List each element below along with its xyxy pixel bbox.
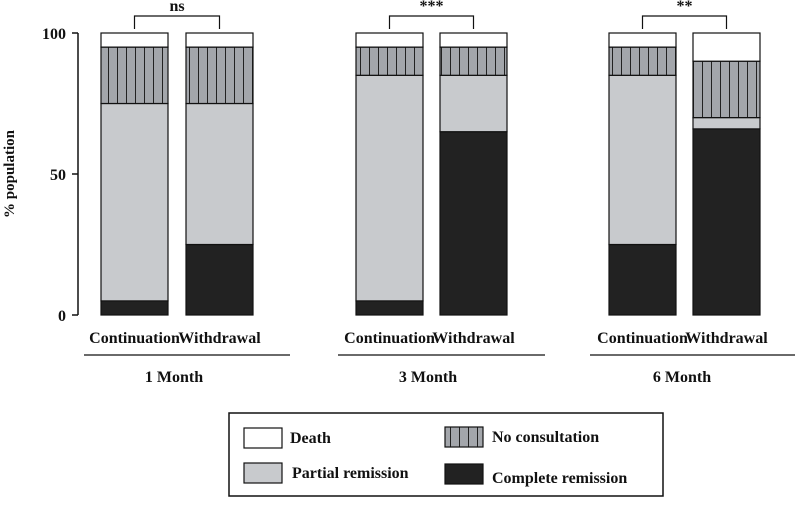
legend-label-no-consultation: No consultation xyxy=(492,429,599,446)
bar-segment-no-consultation xyxy=(185,46,254,105)
bar-segment-complete-remission xyxy=(692,128,761,316)
y-axis-title: % population xyxy=(2,129,18,218)
bar-segment-partial-remission xyxy=(608,74,677,246)
group-label: 3 Month xyxy=(399,369,457,386)
legend: Death No consultation Partial remission Com… xyxy=(228,412,664,497)
bar-segment-death xyxy=(185,32,254,48)
bar-segment-partial-remission xyxy=(100,102,169,302)
group-label: 1 Month xyxy=(145,369,203,386)
bar-segment-death xyxy=(608,32,677,48)
legend-swatch-death xyxy=(243,427,283,449)
bar-segment-no-consultation xyxy=(608,46,677,76)
legend-label-complete-remission: Complete remission xyxy=(492,470,627,487)
y-tick-label: 50 xyxy=(50,167,66,184)
bar-segment-no-consultation xyxy=(355,46,424,76)
legend-swatch-complete-remission xyxy=(444,463,484,485)
bar-segment-no-consultation xyxy=(692,60,761,119)
legend-label-death: Death xyxy=(290,430,331,447)
bar-segment-complete-remission xyxy=(439,131,508,316)
significance-label: ** xyxy=(677,0,693,15)
bar-label: Continuation xyxy=(89,330,180,347)
bar-segment-complete-remission xyxy=(608,243,677,316)
legend-swatch-no-consultation xyxy=(444,426,484,448)
bar-segment-complete-remission xyxy=(185,243,254,316)
bar-segment-no-consultation xyxy=(439,46,508,76)
bar-label: Continuation xyxy=(344,330,435,347)
bar-segment-death xyxy=(439,32,508,48)
bar-segment-death xyxy=(355,32,424,48)
bar-segment-partial-remission xyxy=(439,74,508,133)
group-label: 6 Month xyxy=(653,369,711,386)
y-tick-label: 0 xyxy=(58,308,66,325)
bar-segment-complete-remission xyxy=(355,300,424,316)
bar-label: Withdrawal xyxy=(685,330,768,347)
bar-segment-death xyxy=(692,32,761,62)
bar-segment-partial-remission xyxy=(355,74,424,302)
significance-bracket xyxy=(388,15,475,29)
bar-segment-complete-remission xyxy=(100,300,169,316)
bar-label: Withdrawal xyxy=(178,330,261,347)
significance-label: ns xyxy=(169,0,184,15)
significance-bracket xyxy=(133,15,221,29)
legend-swatch-partial-remission xyxy=(243,462,283,484)
bar-segment-partial-remission xyxy=(692,116,761,130)
bar-segment-partial-remission xyxy=(185,102,254,246)
bar-label: Withdrawal xyxy=(432,330,515,347)
significance-bracket xyxy=(641,15,728,29)
bar-segment-death xyxy=(100,32,169,48)
bar-segment-no-consultation xyxy=(100,46,169,105)
significance-label: *** xyxy=(420,0,444,15)
legend-label-partial-remission: Partial remission xyxy=(292,465,409,482)
bar-label: Continuation xyxy=(597,330,688,347)
y-tick-label: 100 xyxy=(42,26,66,43)
